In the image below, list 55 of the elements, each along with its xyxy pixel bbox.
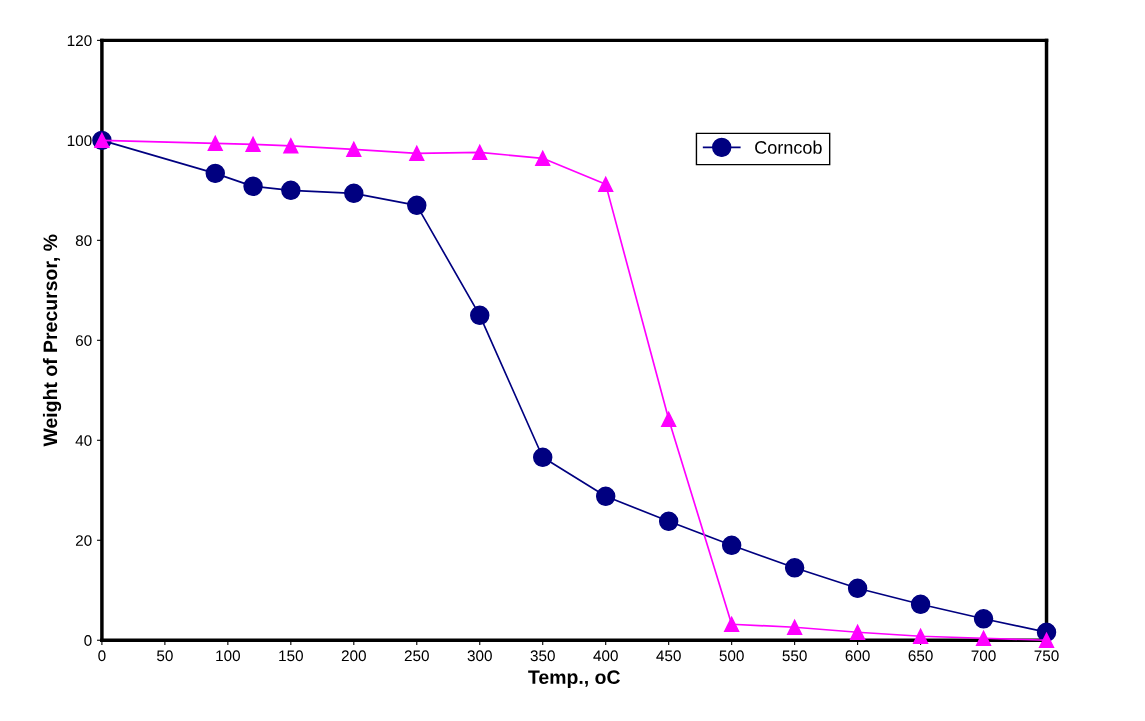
legend-label: Corncob	[755, 140, 822, 154]
x-tick-label: 750	[1034, 650, 1059, 662]
point	[786, 619, 803, 635]
x-tick-label: 250	[404, 650, 429, 662]
point	[661, 411, 677, 427]
point	[724, 616, 740, 632]
x-tick-label: 500	[719, 650, 744, 662]
y-tick-label: 60	[75, 335, 92, 346]
point	[973, 609, 994, 629]
y-axis-title: Weight of Precursor, %	[42, 234, 62, 447]
y-tick-label: 40	[75, 435, 92, 446]
point	[346, 141, 362, 157]
x-tick-label: 400	[593, 650, 618, 662]
x-tick-label: 450	[656, 650, 681, 662]
x-tick-label: 200	[341, 650, 366, 662]
y-tick-label: 0	[84, 635, 92, 646]
point	[409, 145, 425, 161]
x-tick-label: 0	[98, 650, 106, 662]
y-tick-label: 80	[75, 235, 92, 247]
point	[407, 195, 427, 216]
point	[245, 136, 261, 152]
x-tick-label: 100	[216, 650, 240, 662]
x-tick-label: 550	[782, 650, 807, 662]
point	[207, 135, 223, 151]
y-tick-label: 120	[67, 35, 92, 47]
point	[910, 594, 931, 614]
point	[658, 511, 679, 531]
point	[598, 176, 614, 192]
point	[470, 305, 490, 326]
point	[1038, 632, 1055, 648]
point	[472, 144, 488, 160]
x-tick-label: 50	[157, 650, 173, 662]
x-tick-label: 650	[908, 650, 933, 662]
point	[975, 630, 992, 646]
y-tick-label: 100	[67, 135, 92, 147]
x-tick-label: 150	[279, 650, 303, 662]
point	[721, 535, 742, 555]
y-tick-label: 20	[75, 535, 92, 546]
point	[535, 150, 551, 166]
x-tick-label: 300	[467, 650, 492, 662]
point	[784, 558, 805, 578]
point	[283, 138, 299, 154]
x-axis-title: Temp., oC	[528, 670, 620, 688]
point	[344, 183, 364, 204]
x-tick-label: 350	[530, 650, 555, 662]
x-tick-label: 600	[845, 650, 870, 662]
point	[912, 628, 929, 644]
point	[205, 163, 225, 184]
point	[847, 578, 868, 598]
point	[243, 176, 263, 197]
point	[281, 180, 301, 201]
point	[595, 486, 616, 507]
point	[849, 624, 866, 640]
x-tick-label: 700	[971, 650, 996, 662]
point	[533, 447, 553, 468]
